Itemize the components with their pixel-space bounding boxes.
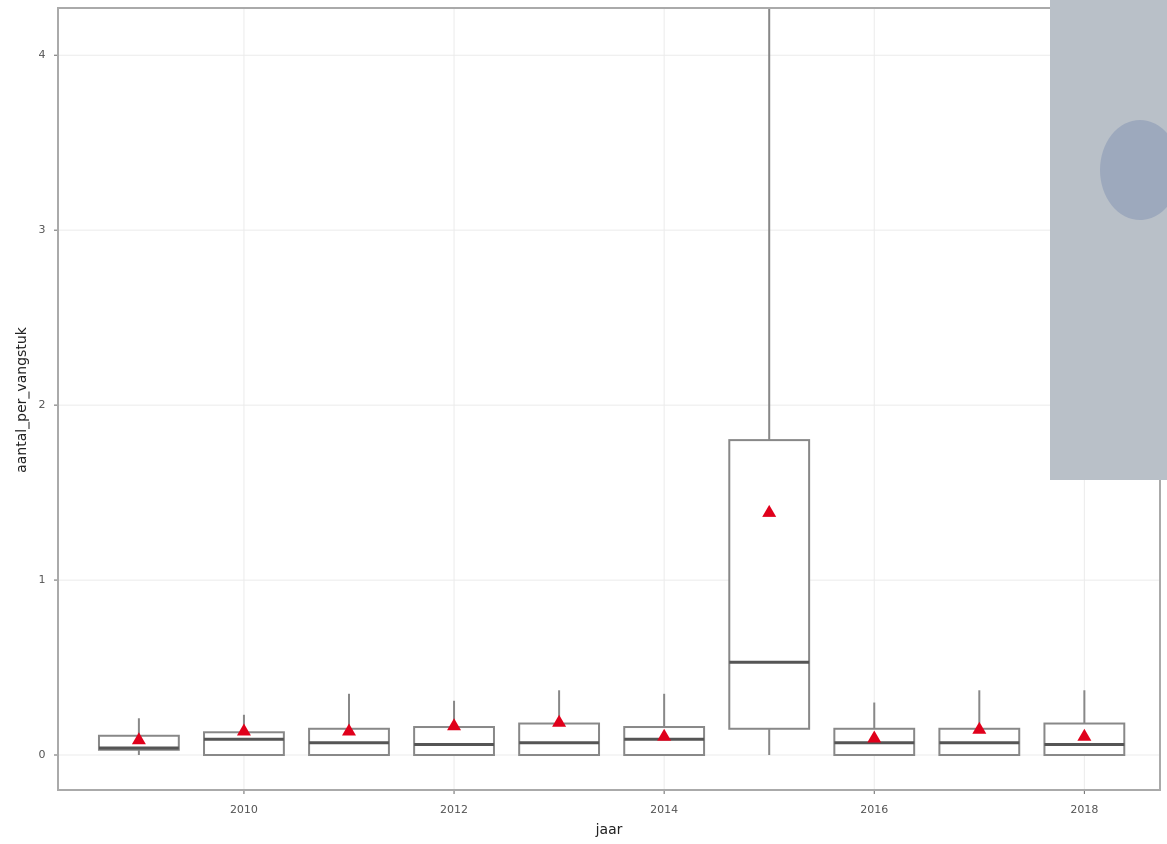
mean-marker bbox=[972, 721, 987, 734]
mean-marker bbox=[447, 718, 462, 731]
mean-marker bbox=[341, 723, 356, 736]
x-tick-label: 2014 bbox=[650, 803, 678, 816]
x-tick-label: 2018 bbox=[1070, 803, 1098, 816]
mean-marker bbox=[762, 504, 777, 517]
mean-marker bbox=[131, 732, 146, 745]
y-tick-label: 3 bbox=[39, 223, 46, 236]
y-tick-label: 0 bbox=[39, 748, 46, 761]
photo-overlay bbox=[1100, 120, 1167, 220]
x-axis-label: jaar bbox=[595, 822, 623, 838]
box bbox=[203, 731, 285, 757]
x-tick-label: 2016 bbox=[860, 803, 888, 816]
mean-marker bbox=[552, 714, 567, 727]
y-axis-label: aantal_per_vangstuk bbox=[14, 326, 30, 473]
y-tick-label: 1 bbox=[39, 573, 46, 586]
photo-overlay bbox=[1050, 0, 1167, 480]
box bbox=[518, 722, 601, 757]
mean-marker bbox=[657, 728, 672, 741]
mean-marker bbox=[236, 723, 251, 736]
mean-marker bbox=[1077, 728, 1092, 741]
box bbox=[728, 439, 811, 730]
mean-marker bbox=[867, 730, 882, 743]
panel bbox=[58, 8, 1160, 790]
x-tick-label: 2012 bbox=[440, 803, 468, 816]
x-tick-label: 2010 bbox=[230, 803, 258, 816]
y-tick-label: 4 bbox=[39, 48, 46, 61]
box bbox=[413, 726, 495, 757]
y-tick-label: 2 bbox=[39, 398, 46, 411]
